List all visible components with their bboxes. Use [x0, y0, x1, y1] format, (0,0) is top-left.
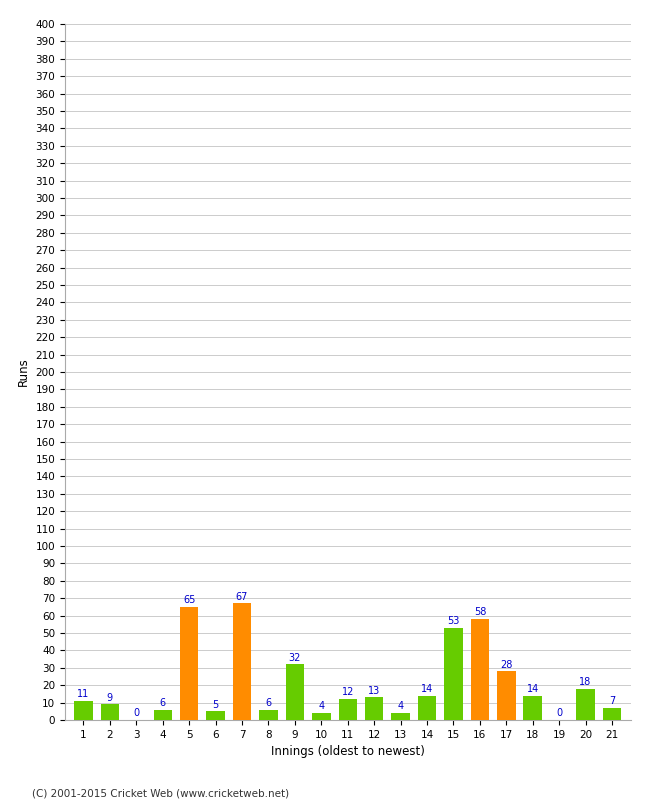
Bar	[74, 701, 93, 720]
X-axis label: Innings (oldest to newest): Innings (oldest to newest)	[271, 746, 424, 758]
Text: 6: 6	[160, 698, 166, 708]
Bar	[101, 704, 119, 720]
Bar	[577, 689, 595, 720]
Text: 18: 18	[579, 677, 592, 687]
Bar	[523, 696, 542, 720]
Text: 65: 65	[183, 595, 196, 605]
Text: 32: 32	[289, 653, 301, 662]
Text: (C) 2001-2015 Cricket Web (www.cricketweb.net): (C) 2001-2015 Cricket Web (www.cricketwe…	[32, 788, 290, 798]
Bar	[497, 671, 515, 720]
Text: 11: 11	[77, 689, 90, 699]
Text: 14: 14	[421, 684, 433, 694]
Text: 7: 7	[609, 696, 615, 706]
Text: 6: 6	[265, 698, 272, 708]
Bar	[233, 603, 252, 720]
Bar	[180, 607, 198, 720]
Bar	[153, 710, 172, 720]
Y-axis label: Runs: Runs	[17, 358, 30, 386]
Bar	[365, 698, 384, 720]
Text: 4: 4	[318, 702, 324, 711]
Bar	[285, 664, 304, 720]
Bar	[603, 708, 621, 720]
Bar	[339, 699, 357, 720]
Bar	[418, 696, 436, 720]
Text: 13: 13	[368, 686, 380, 696]
Text: 9: 9	[107, 693, 113, 702]
Bar	[471, 619, 489, 720]
Bar	[391, 713, 410, 720]
Bar	[444, 628, 463, 720]
Text: 53: 53	[447, 616, 460, 626]
Bar	[259, 710, 278, 720]
Text: 14: 14	[526, 684, 539, 694]
Text: 0: 0	[133, 708, 139, 718]
Bar	[312, 713, 331, 720]
Bar	[207, 711, 225, 720]
Text: 12: 12	[341, 687, 354, 698]
Text: 0: 0	[556, 708, 562, 718]
Text: 28: 28	[500, 659, 512, 670]
Text: 58: 58	[474, 607, 486, 618]
Text: 5: 5	[213, 699, 219, 710]
Text: 4: 4	[398, 702, 404, 711]
Text: 67: 67	[236, 592, 248, 602]
